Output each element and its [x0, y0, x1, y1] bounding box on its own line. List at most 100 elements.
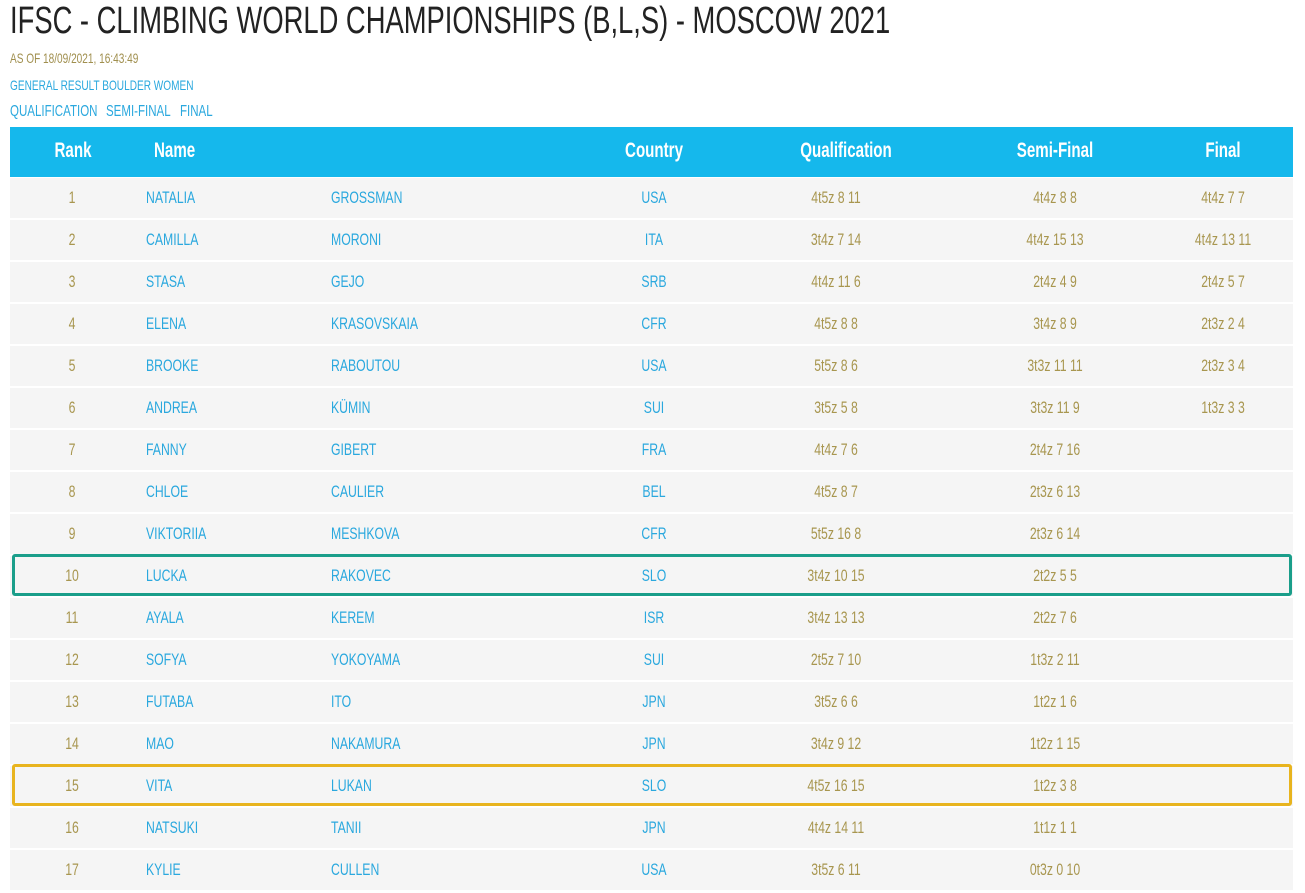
rank: 10 [65, 566, 79, 585]
table-row: 14 MAO NAKAMURA JPN 3t4z 9 12 1t2z 1 15 [10, 724, 1293, 764]
table-row: 6 ANDREA KÜMIN SUI 3t5z 5 8 3t3z 11 9 1t3z 3 3 [10, 388, 1293, 428]
last-name: MESHKOVA [331, 524, 400, 543]
rank: 12 [65, 650, 79, 669]
column-header: Country [625, 139, 683, 162]
qualification-score: 4t5z 16 15 [807, 776, 865, 795]
last-name: YOKOYAMA [331, 650, 401, 669]
column-header: Semi-Final [1016, 139, 1094, 162]
table-row: 4 ELENA KRASOVSKAIA CFR 4t5z 8 8 3t4z 8 9 2t3z… [10, 304, 1293, 344]
semi-final-score: 3t3z 11 9 [1030, 398, 1080, 417]
first-name: MAO [146, 734, 174, 753]
rank: 8 [68, 482, 76, 501]
rank: 1 [68, 188, 76, 207]
semi-final-score: 4t4z 8 8 [1033, 188, 1077, 207]
qualification-score: 3t4z 13 13 [807, 608, 865, 627]
semi-final-score: 2t4z 4 9 [1033, 272, 1077, 291]
first-name: SOFYA [146, 650, 187, 669]
table-row: 7 FANNY GIBERT FRA 4t4z 7 6 2t4z 7 16 [10, 430, 1293, 470]
final-score: 1t3z 3 3 [1201, 398, 1245, 417]
rank: 15 [65, 776, 79, 795]
table-header: Rank Name Country Qualification Semi-Final Fi… [10, 127, 1293, 177]
table-row: 10 LUCKA RAKOVEC SLO 3t4z 10 15 2t2z 5 5 [10, 556, 1293, 596]
last-name: MORONI [331, 230, 382, 249]
tab[interactable]: SEMI-FINAL [106, 103, 171, 120]
qualification-score: 3t4z 10 15 [807, 566, 865, 585]
last-name: GIBERT [331, 440, 377, 459]
semi-final-score: 1t1z 1 1 [1033, 818, 1077, 837]
last-name: GROSSMAN [331, 188, 403, 207]
table-row: 8 CHLOE CAULIER BEL 4t5z 8 7 2t3z 6 13 [10, 472, 1293, 512]
semi-final-score: 2t2z 7 6 [1033, 608, 1077, 627]
first-name: VIKTORIIA [146, 524, 207, 543]
first-name: NATSUKI [146, 818, 199, 837]
qualification-score: 4t5z 8 11 [811, 188, 861, 207]
qualification-score: 5t5z 16 8 [810, 524, 862, 543]
final-score: 2t4z 5 7 [1201, 272, 1245, 291]
country: SUI [643, 650, 665, 669]
country: SUI [643, 398, 665, 417]
table-row: 2 CAMILLA MORONI ITA 3t4z 7 14 4t4z 15 13 4t4z… [10, 220, 1293, 260]
country: ITA [644, 230, 664, 249]
first-name: CHLOE [146, 482, 189, 501]
country: BEL [642, 482, 666, 501]
first-name: ELENA [146, 314, 187, 333]
country: JPN [642, 818, 666, 837]
rank: 5 [68, 356, 76, 375]
country: SRB [641, 272, 667, 291]
rank: 7 [68, 440, 76, 459]
last-name: KEREM [331, 608, 375, 627]
country: USA [641, 860, 667, 879]
first-name: KYLIE [146, 860, 181, 879]
first-name: CAMILLA [146, 230, 199, 249]
table-row: 3 STASA GEJO SRB 4t4z 11 6 2t4z 4 9 2t4z 5 7 [10, 262, 1293, 302]
country: SLO [641, 566, 667, 585]
semi-final-score: 2t4z 7 16 [1029, 440, 1081, 459]
rank: 16 [65, 818, 79, 837]
country: JPN [642, 692, 666, 711]
rank: 9 [68, 524, 76, 543]
tab[interactable]: QUALIFICATION [10, 103, 98, 120]
rank: 6 [68, 398, 76, 417]
column-header: Name [154, 139, 196, 162]
last-name: KÜMIN [331, 398, 371, 417]
first-name: ANDREA [146, 398, 198, 417]
last-name: ITO [331, 692, 352, 711]
table-row: 13 FUTABA ITO JPN 3t5z 6 6 1t2z 1 6 [10, 682, 1293, 722]
table-row: 17 KYLIE CULLEN USA 3t5z 6 11 0t3z 0 10 [10, 850, 1293, 890]
table-row: 1 NATALIA GROSSMAN USA 4t5z 8 11 4t4z 8 8 4t4z… [10, 178, 1293, 218]
final-score: 2t3z 3 4 [1201, 356, 1245, 375]
rank: 13 [65, 692, 79, 711]
qualification-score: 4t4z 7 6 [814, 440, 858, 459]
qualification-score: 3t4z 9 12 [810, 734, 862, 753]
qualification-score: 3t4z 7 14 [810, 230, 862, 249]
first-name: STASA [146, 272, 186, 291]
last-name: CAULIER [331, 482, 385, 501]
qualification-score: 4t4z 14 11 [807, 818, 865, 837]
first-name: AYALA [146, 608, 184, 627]
first-name: VITA [146, 776, 173, 795]
qualification-score: 4t5z 8 7 [814, 482, 858, 501]
country: CFR [641, 524, 667, 543]
table-row: 11 AYALA KEREM ISR 3t4z 13 13 2t2z 7 6 [10, 598, 1293, 638]
semi-final-score: 3t4z 8 9 [1033, 314, 1077, 333]
result-link[interactable]: GENERAL RESULT BOULDER WOMEN [10, 77, 194, 93]
semi-final-score: 2t2z 5 5 [1033, 566, 1077, 585]
first-name: FANNY [146, 440, 187, 459]
table-row: 12 SOFYA YOKOYAMA SUI 2t5z 7 10 1t3z 2 11 [10, 640, 1293, 680]
tab[interactable]: FINAL [180, 103, 213, 120]
semi-final-score: 2t3z 6 13 [1029, 482, 1081, 501]
semi-final-score: 1t2z 1 15 [1029, 734, 1081, 753]
last-name: RABOUTOU [331, 356, 401, 375]
table-row: 15 VITA LUKAN SLO 4t5z 16 15 1t2z 3 8 [10, 766, 1293, 806]
last-name: GEJO [331, 272, 365, 291]
rank: 3 [68, 272, 76, 291]
timestamp: AS OF 18/09/2021, 16:43:49 [10, 50, 139, 66]
highlight-box [12, 554, 1292, 596]
first-name: NATALIA [146, 188, 196, 207]
column-header: Final [1205, 139, 1241, 162]
first-name: FUTABA [146, 692, 194, 711]
first-name: BROOKE [146, 356, 199, 375]
rank: 2 [68, 230, 76, 249]
qualification-score: 3t5z 6 11 [811, 860, 861, 879]
page-title: IFSC - CLIMBING WORLD CHAMPIONSHIPS (B,L… [10, 0, 891, 42]
